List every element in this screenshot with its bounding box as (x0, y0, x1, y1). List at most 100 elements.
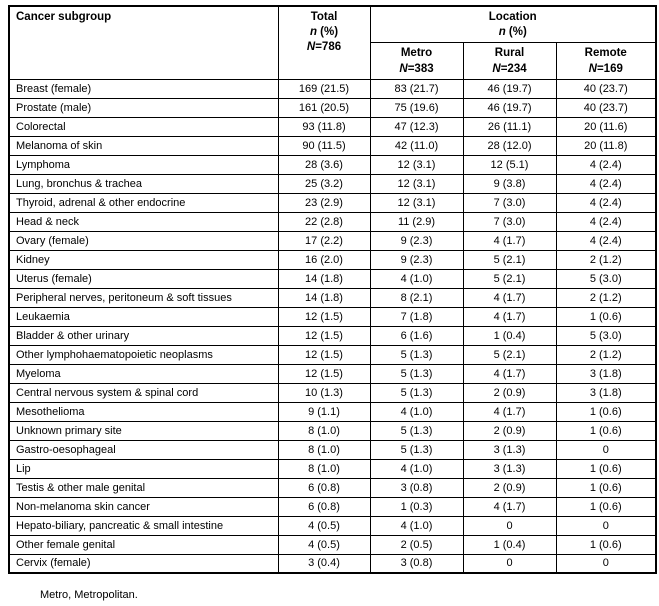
cell-rural: 1 (0.4) (462, 534, 557, 555)
cell-metro: 9 (2.3) (369, 249, 464, 270)
table-row: Mesothelioma 9 (1.1) 4 (1.0) 4 (1.7) 1 (… (8, 401, 657, 422)
cell-metro: 75 (19.6) (369, 97, 464, 118)
table-row: Non-melanoma skin cancer 6 (0.8) 1 (0.3)… (8, 496, 657, 517)
cell-rural: 2 (0.9) (462, 420, 557, 441)
cell-rural: 28 (12.0) (462, 135, 557, 156)
col-header-total: Total n (%) N=786 (277, 5, 371, 80)
cell-total: 93 (11.8) (277, 116, 371, 137)
cell-rural: 4 (1.7) (462, 363, 557, 384)
cell-metro: 5 (1.3) (369, 363, 464, 384)
cell-cancer-subgroup: Gastro-oesophageal (8, 439, 279, 460)
cell-remote: 1 (0.6) (555, 458, 657, 479)
cell-cancer-subgroup: Hepato-biliary, pancreatic & small intes… (8, 515, 279, 536)
cell-total: 161 (20.5) (277, 97, 371, 118)
col-header-metro: Metro N=383 (369, 42, 464, 80)
remote-N-value: N=169 (588, 62, 623, 75)
cell-total: 3 (0.4) (277, 553, 371, 574)
cell-metro: 5 (1.3) (369, 439, 464, 460)
table-row: Ovary (female) 17 (2.2) 9 (2.3) 4 (1.7) … (8, 230, 657, 251)
cell-metro: 47 (12.3) (369, 116, 464, 137)
cell-cancer-subgroup: Central nervous system & spinal cord (8, 382, 279, 403)
cell-remote: 1 (0.6) (555, 420, 657, 441)
cell-remote: 20 (11.8) (555, 135, 657, 156)
cell-rural: 7 (3.0) (462, 192, 557, 213)
table-header: Cancer subgroup Total n (%) N=786 Locati… (8, 5, 657, 80)
cell-remote: 4 (2.4) (555, 230, 657, 251)
table-row: Lung, bronchus & trachea 25 (3.2) 12 (3.… (8, 173, 657, 194)
cell-total: 12 (1.5) (277, 344, 371, 365)
cell-remote: 2 (1.2) (555, 344, 657, 365)
cell-rural: 0 (462, 515, 557, 536)
cell-metro: 4 (1.0) (369, 268, 464, 289)
cell-metro: 5 (1.3) (369, 344, 464, 365)
cell-remote: 0 (555, 515, 657, 536)
table-row: Unknown primary site 8 (1.0) 5 (1.3) 2 (… (8, 420, 657, 441)
cell-remote: 40 (23.7) (555, 97, 657, 118)
cell-remote: 1 (0.6) (555, 477, 657, 498)
cell-cancer-subgroup: Cervix (female) (8, 553, 279, 574)
cell-metro: 11 (2.9) (369, 211, 464, 232)
cell-cancer-subgroup: Breast (female) (8, 78, 279, 99)
cell-cancer-subgroup: Mesothelioma (8, 401, 279, 422)
cell-metro: 12 (3.1) (369, 173, 464, 194)
cell-remote: 0 (555, 439, 657, 460)
cell-remote: 1 (0.6) (555, 496, 657, 517)
cell-metro: 3 (0.8) (369, 477, 464, 498)
cell-metro: 12 (3.1) (369, 192, 464, 213)
cell-remote: 4 (2.4) (555, 211, 657, 232)
cell-total: 12 (1.5) (277, 306, 371, 327)
cell-remote: 40 (23.7) (555, 78, 657, 99)
cell-total: 14 (1.8) (277, 268, 371, 289)
cell-rural: 46 (19.7) (462, 97, 557, 118)
cell-total: 16 (2.0) (277, 249, 371, 270)
rural-N-value: N=234 (492, 62, 527, 75)
cell-total: 90 (11.5) (277, 135, 371, 156)
cell-remote: 2 (1.2) (555, 249, 657, 270)
cell-metro: 9 (2.3) (369, 230, 464, 251)
cell-remote: 1 (0.6) (555, 401, 657, 422)
cell-total: 25 (3.2) (277, 173, 371, 194)
col-header-rural: Rural N=234 (462, 42, 557, 80)
cell-rural: 5 (2.1) (462, 268, 557, 289)
table-row: Bladder & other urinary 12 (1.5) 6 (1.6)… (8, 325, 657, 346)
table-row: Breast (female) 169 (21.5) 83 (21.7) 46 … (8, 78, 657, 99)
cell-rural: 4 (1.7) (462, 287, 557, 308)
cell-total: 6 (0.8) (277, 477, 371, 498)
cell-total: 9 (1.1) (277, 401, 371, 422)
cell-rural: 5 (2.1) (462, 249, 557, 270)
cell-rural: 4 (1.7) (462, 230, 557, 251)
cell-remote: 0 (555, 553, 657, 574)
cell-remote: 1 (0.6) (555, 534, 657, 555)
cell-cancer-subgroup: Peripheral nerves, peritoneum & soft tis… (8, 287, 279, 308)
cell-total: 6 (0.8) (277, 496, 371, 517)
cell-cancer-subgroup: Ovary (female) (8, 230, 279, 251)
table-row: Other female genital 4 (0.5) 2 (0.5) 1 (… (8, 534, 657, 555)
cell-total: 10 (1.3) (277, 382, 371, 403)
cell-cancer-subgroup: Testis & other male genital (8, 477, 279, 498)
cell-cancer-subgroup: Kidney (8, 249, 279, 270)
col-header-cancer-subgroup: Cancer subgroup (8, 5, 279, 80)
cell-rural: 0 (462, 553, 557, 574)
table-row: Uterus (female) 14 (1.8) 4 (1.0) 5 (2.1)… (8, 268, 657, 289)
cell-rural: 2 (0.9) (462, 477, 557, 498)
cell-cancer-subgroup: Non-melanoma skin cancer (8, 496, 279, 517)
table-row: Thyroid, adrenal & other endocrine 23 (2… (8, 192, 657, 213)
cell-total: 12 (1.5) (277, 325, 371, 346)
cell-remote: 5 (3.0) (555, 325, 657, 346)
cell-rural: 4 (1.7) (462, 401, 557, 422)
cell-cancer-subgroup: Colorectal (8, 116, 279, 137)
cell-metro: 2 (0.5) (369, 534, 464, 555)
location-n-pct: n (%) (498, 26, 527, 39)
cell-rural: 3 (1.3) (462, 458, 557, 479)
cell-metro: 4 (1.0) (369, 458, 464, 479)
cell-rural: 7 (3.0) (462, 211, 557, 232)
cell-metro: 1 (0.3) (369, 496, 464, 517)
cell-total: 22 (2.8) (277, 211, 371, 232)
cell-total: 14 (1.8) (277, 287, 371, 308)
table-row: Testis & other male genital 6 (0.8) 3 (0… (8, 477, 657, 498)
table-row: Central nervous system & spinal cord 10 … (8, 382, 657, 403)
cancer-subgroup-table: Cancer subgroup Total n (%) N=786 Locati… (8, 5, 657, 575)
table-row: Colorectal 93 (11.8) 47 (12.3) 26 (11.1)… (8, 116, 657, 137)
table-row: Gastro-oesophageal 8 (1.0) 5 (1.3) 3 (1.… (8, 439, 657, 460)
cell-cancer-subgroup: Other lymphohaematopoietic neoplasms (8, 344, 279, 365)
